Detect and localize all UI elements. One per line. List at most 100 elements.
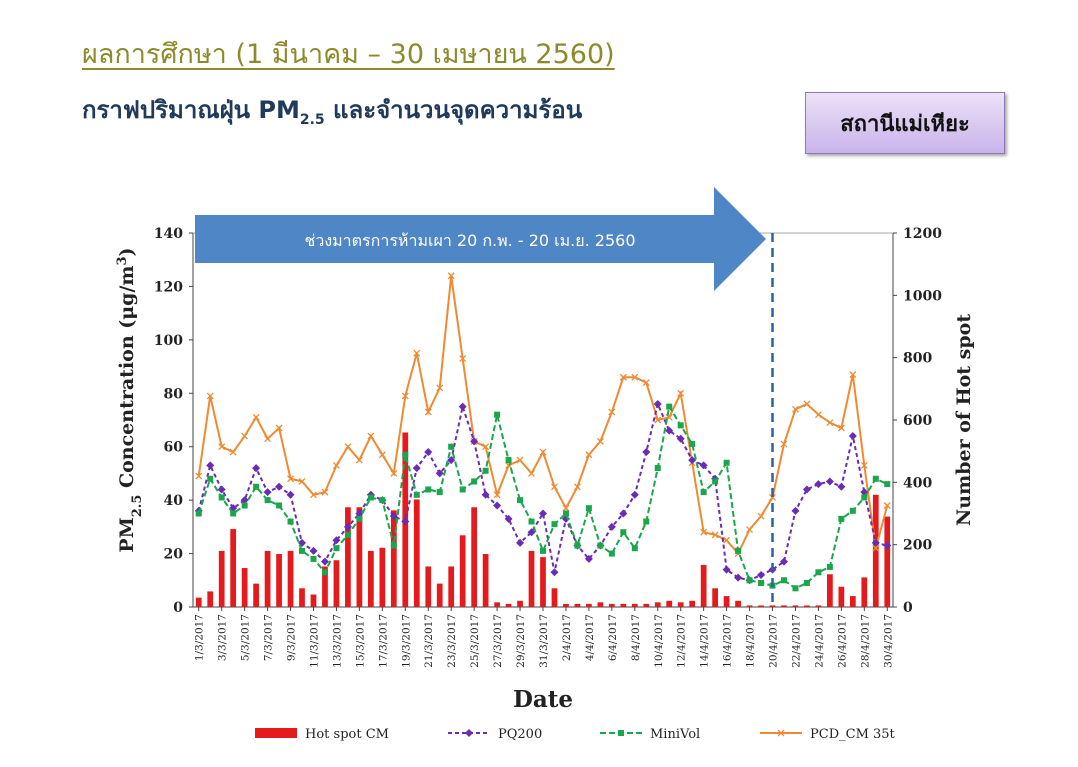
minivol-point — [826, 563, 833, 570]
x-tick-label: 14/4/2017 — [699, 614, 711, 668]
pcd-cm-35t-point — [860, 461, 868, 469]
x-tick-label: 30/4/2017 — [882, 614, 894, 668]
pq200-point — [848, 432, 857, 441]
hotspot-bar — [735, 600, 741, 607]
hotspot-bar — [276, 554, 282, 607]
hotspot-bar — [345, 507, 351, 607]
pq200-point — [734, 573, 743, 582]
minivol-point — [344, 531, 351, 538]
hotspot-bar — [666, 600, 673, 607]
pq200-point — [240, 496, 249, 505]
pq200-point — [814, 480, 823, 489]
y-left-label-c: ) — [116, 247, 138, 256]
x-tick-label: 5/3/2017 — [240, 614, 252, 661]
hotspot-bar — [551, 588, 558, 607]
minivol-point — [517, 497, 524, 504]
pcd-cm-35t-point — [332, 461, 340, 469]
minivol-point — [723, 459, 730, 466]
pq200-point — [837, 482, 846, 491]
hotspot-bar — [884, 516, 891, 607]
x-tick-label: 11/3/2017 — [308, 614, 320, 668]
minivol-point — [505, 457, 512, 464]
hotspot-bar — [540, 557, 546, 607]
pcd-cm-35t-point — [849, 371, 857, 379]
minivol-point — [861, 494, 868, 501]
pcd-cm-35t-point — [872, 544, 880, 552]
minivol-point — [241, 502, 248, 509]
hotspot-bar — [689, 600, 696, 607]
pcd-cm-35t-point — [344, 443, 352, 451]
hotspot-bar — [677, 602, 684, 607]
x-tick-label: 23/3/2017 — [446, 614, 458, 668]
hotspot-bar — [390, 510, 397, 607]
minivol-point — [585, 505, 592, 512]
y-left-label-b: Concentration (μg/m — [116, 265, 138, 494]
x-tick-label: 20/4/2017 — [768, 614, 780, 668]
pq200-point — [504, 514, 513, 523]
minivol-point — [413, 491, 420, 498]
pq200-point — [539, 509, 547, 518]
legend-marker — [618, 730, 624, 736]
hotspot-bar — [608, 603, 615, 607]
minivol-point — [884, 481, 891, 488]
hotspot-bar — [413, 499, 420, 607]
pcd-cm-35t-point — [321, 488, 329, 496]
pq200-point — [757, 570, 766, 579]
legend-label: PQ200 — [498, 727, 542, 742]
hotspot-bar — [299, 588, 305, 607]
minivol-point — [402, 451, 409, 458]
hotspot-bar — [631, 603, 638, 607]
x-tick-label: 1/3/2017 — [194, 614, 206, 661]
x-tick-label: 7/3/2017 — [263, 614, 275, 661]
pq200-point — [791, 506, 800, 515]
x-tick-label: 25/3/2017 — [469, 614, 481, 668]
hotspot-bar — [310, 594, 317, 607]
hotspot-bar — [712, 588, 718, 607]
hotspot-bar — [586, 603, 592, 607]
pcd-cm-35t-point — [826, 419, 834, 427]
minivol-point — [838, 515, 845, 522]
hotspot-bar — [838, 586, 845, 607]
pcd-cm-35t-point — [424, 408, 432, 416]
y-left-tick-label: 120 — [154, 279, 183, 295]
pcd-cm-35t-point — [378, 451, 386, 459]
minivol-point — [482, 467, 489, 474]
x-tick-label: 15/3/2017 — [354, 614, 366, 668]
hotspot-bar — [379, 547, 386, 607]
pcd-cm-35t-point — [746, 526, 754, 533]
hotspot-bar — [356, 507, 363, 607]
minivol-point — [803, 579, 810, 586]
hotspot-bar — [471, 507, 478, 607]
hotspot-bar — [264, 550, 271, 607]
pcd-cm-35t-point — [367, 432, 375, 440]
ban-period-arrow-text: ช่วงมาตรการห้ามเผา 20 ก.พ. - 20 เม.ย. 25… — [304, 231, 635, 250]
pcd-cm-35t-point — [757, 512, 765, 520]
hotspot-bar — [872, 494, 879, 607]
x-tick-label: 18/4/2017 — [745, 614, 757, 668]
minivol-point — [494, 411, 501, 418]
minivol-point — [195, 510, 202, 517]
minivol-point — [677, 422, 684, 429]
legend: Hot spot CM PQ200 MiniVol PCD_CM 35t — [255, 727, 896, 742]
minivol-point — [780, 577, 787, 584]
pcd-cm-35t-point — [218, 443, 226, 451]
pq200-point — [653, 399, 662, 408]
pq200-point — [275, 482, 284, 491]
legend-marker — [465, 729, 473, 737]
minivol-point — [815, 569, 822, 576]
minivol-point — [379, 497, 386, 504]
x-tick-label: 8/4/2017 — [630, 614, 642, 661]
pcd-cm-35t-point — [596, 437, 604, 445]
pcd-cm-35t-point — [505, 461, 513, 469]
pq200-point — [263, 488, 272, 497]
pcd-cm-35t-point — [803, 400, 811, 408]
pcd-cm-35t-point — [241, 432, 249, 440]
pq200-point — [332, 536, 341, 545]
pcd-cm-35t-point — [401, 392, 409, 400]
minivol-point — [792, 585, 799, 592]
pcd-cm-35t-point — [631, 373, 639, 381]
pcd-cm-35t-point — [814, 411, 822, 419]
pq200-point — [355, 509, 364, 518]
pcd-cm-35t-point — [551, 483, 558, 491]
x-tick-label: 27/3/2017 — [492, 614, 504, 668]
